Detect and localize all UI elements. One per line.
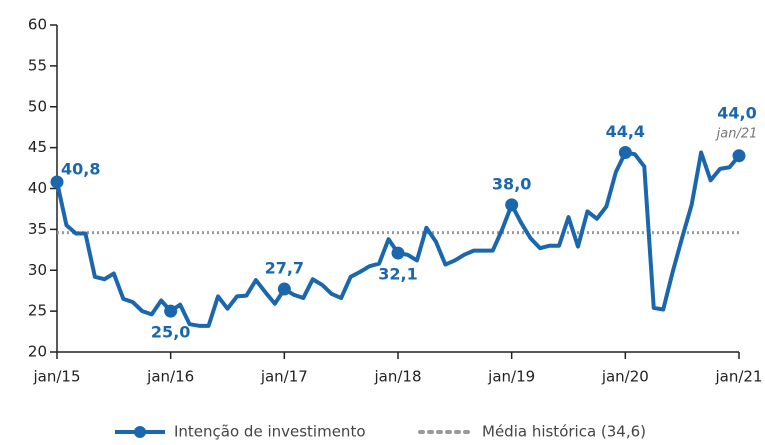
x-tick-label: jan/19 bbox=[487, 368, 535, 386]
point-marker bbox=[391, 246, 405, 260]
y-tick-label: 55 bbox=[28, 56, 47, 74]
y-tick-label: 40 bbox=[28, 179, 47, 197]
value-label: 27,7 bbox=[265, 259, 304, 278]
y-tick-label: 25 bbox=[28, 302, 47, 320]
annotation: jan/21 bbox=[715, 126, 758, 141]
value-label: 32,1 bbox=[378, 265, 417, 284]
y-tick-label: 50 bbox=[28, 97, 47, 115]
y-tick-label: 30 bbox=[28, 261, 47, 279]
point-marker bbox=[277, 282, 291, 296]
y-tick-label: 35 bbox=[28, 220, 47, 238]
point-marker bbox=[164, 304, 178, 318]
value-label: 38,0 bbox=[492, 174, 531, 193]
y-tick-label: 45 bbox=[28, 138, 47, 156]
y-tick-label: 20 bbox=[28, 343, 47, 361]
y-tick-label: 60 bbox=[28, 16, 47, 34]
x-tick-label: jan/20 bbox=[601, 368, 649, 386]
x-tick-label: jan/15 bbox=[32, 368, 80, 386]
x-tick-label: jan/18 bbox=[373, 368, 421, 386]
value-label: 44,4 bbox=[606, 122, 645, 141]
value-label: 40,8 bbox=[61, 159, 100, 178]
legend-label: Intenção de investimento bbox=[174, 423, 366, 441]
value-label: 44,0 bbox=[717, 103, 756, 122]
series-line bbox=[55, 150, 741, 328]
point-marker bbox=[618, 146, 632, 160]
point-marker bbox=[50, 175, 64, 189]
point-marker bbox=[505, 198, 519, 212]
x-tick-label: jan/17 bbox=[260, 368, 308, 386]
point-marker bbox=[732, 149, 746, 163]
value-label: 25,0 bbox=[151, 323, 190, 342]
x-tick-label: jan/16 bbox=[146, 368, 194, 386]
legend-marker bbox=[134, 426, 146, 438]
legend-label: Média histórica (34,6) bbox=[482, 423, 646, 441]
x-tick-label: jan/21 bbox=[714, 368, 762, 386]
